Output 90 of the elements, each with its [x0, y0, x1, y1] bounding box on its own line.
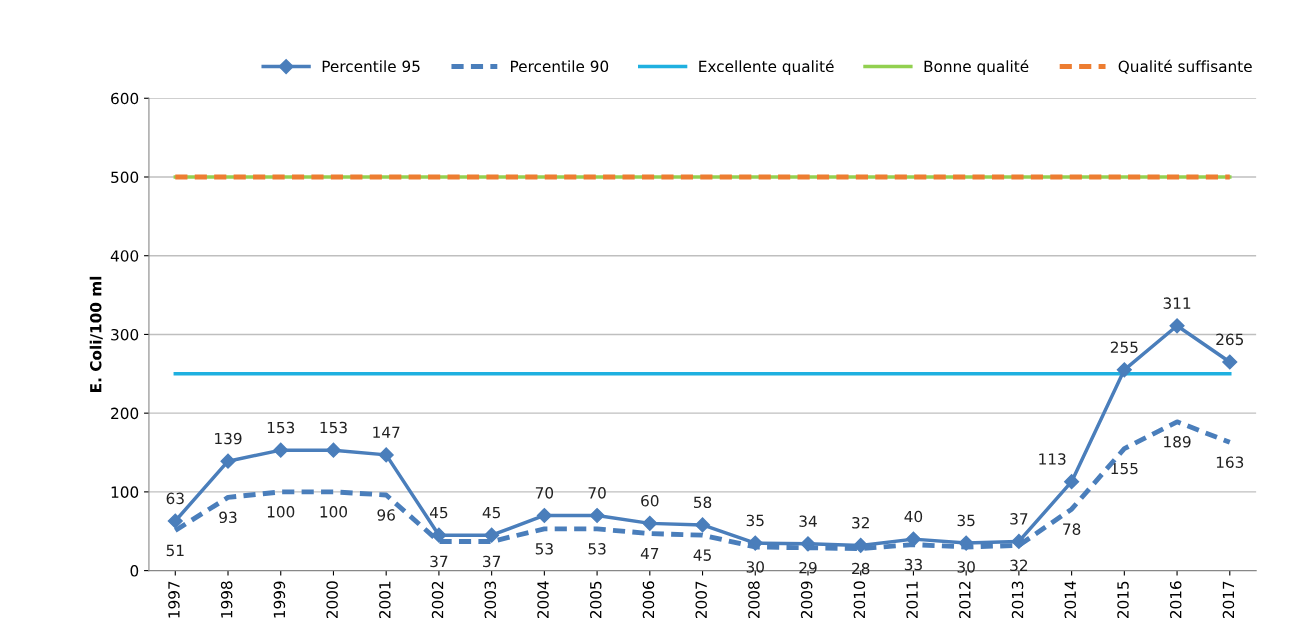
data-label: 47 [640, 547, 659, 560]
legend-label: Percentile 95 [322, 60, 420, 73]
x-tick-label: 2016 [1169, 581, 1182, 619]
data-label: 37 [1010, 513, 1028, 525]
data-label: 147 [373, 426, 400, 438]
x-tick-label: 2015 [1117, 581, 1129, 619]
x-tick-label: 1998 [220, 581, 233, 618]
data-label: 30 [746, 561, 764, 573]
y-tick-label: 0 [130, 565, 139, 577]
data-label: 63 [166, 492, 184, 505]
point [167, 513, 183, 529]
point [1116, 362, 1132, 378]
data-label: 189 [1164, 435, 1191, 448]
data-label: 93 [219, 511, 237, 524]
data-label: 153 [320, 421, 347, 434]
y-tick-label: 600 [111, 92, 139, 105]
data-label: 34 [799, 515, 817, 527]
point [273, 442, 289, 458]
point [536, 507, 552, 524]
data-label: 53 [588, 543, 606, 555]
y-tick-label: 300 [111, 328, 139, 341]
x-tick-label: 2000 [326, 581, 338, 619]
point [378, 447, 394, 463]
data-label: 70 [535, 487, 554, 499]
x-tick-label: 2010 [853, 581, 866, 619]
data-label: 60 [641, 494, 659, 507]
legend-label: Excellente qualité [699, 59, 834, 76]
point [1222, 354, 1238, 370]
data-label: 155 [1111, 462, 1138, 475]
point [642, 515, 658, 531]
data-label: 30 [957, 561, 975, 573]
data-label: 35 [957, 514, 975, 527]
x-tick-label: 2009 [800, 581, 813, 619]
y-tick-label: 200 [111, 407, 139, 420]
point [220, 453, 236, 469]
y-axis-title: E. Coli/100 ml [89, 276, 103, 392]
x-tick-label: 2005 [589, 581, 602, 619]
point [484, 527, 500, 543]
data-label: 78 [1063, 523, 1081, 535]
data-label: 35 [746, 514, 764, 527]
data-label: 32 [852, 517, 869, 529]
data-label: 163 [1216, 456, 1244, 468]
legend-label: Percentile 90 [511, 60, 609, 73]
data-label: 100 [267, 506, 295, 518]
data-label: 113 [1039, 453, 1066, 465]
data-label: 32 [1010, 559, 1028, 572]
data-label: 53 [535, 543, 553, 555]
x-tick-label: 2004 [537, 581, 549, 619]
data-label: 28 [852, 562, 870, 575]
point [325, 442, 342, 458]
x-tick-label: 1999 [273, 581, 286, 618]
legend-label: Qualité suffisante [1118, 59, 1252, 74]
data-label: 29 [799, 561, 817, 574]
data-label: 255 [1110, 341, 1138, 354]
data-label: 37 [483, 555, 501, 568]
x-tick-label: 2008 [748, 581, 760, 619]
data-label: 96 [377, 509, 395, 521]
x-tick-label: 2012 [959, 581, 971, 619]
data-label: 153 [267, 421, 295, 434]
data-label: 45 [482, 506, 501, 519]
legend-label: Bonne qualité [924, 59, 1029, 76]
data-label: 45 [693, 549, 711, 561]
x-tick-label: 2001 [379, 581, 391, 619]
data-label: 40 [904, 510, 923, 523]
data-label: 70 [588, 487, 606, 499]
x-tick-label: 1997 [168, 581, 180, 618]
y-tick-label: 100 [111, 486, 139, 498]
x-tick-label: 2011 [906, 581, 918, 619]
data-label: 45 [429, 506, 448, 519]
x-tick-label: 2007 [695, 581, 707, 619]
point [1064, 474, 1080, 490]
point [1169, 318, 1185, 334]
data-label: 51 [166, 544, 184, 557]
point [589, 507, 605, 524]
y-tick-label: 400 [110, 250, 139, 262]
x-tick-label: 2006 [642, 581, 655, 619]
x-tick-label: 2013 [1011, 581, 1024, 619]
data-label: 265 [1216, 333, 1244, 346]
data-label: 100 [320, 506, 348, 518]
y-tick-label: 500 [111, 171, 139, 184]
x-tick-label: 2014 [1064, 581, 1077, 619]
data-label: 311 [1163, 297, 1191, 309]
x-tick-label: 2003 [484, 581, 497, 619]
x-tick-label: 2002 [431, 581, 444, 619]
data-label: 37 [430, 555, 448, 568]
data-label: 139 [215, 432, 242, 445]
data-label: 33 [904, 558, 922, 571]
x-tick-label: 2017 [1222, 581, 1235, 619]
data-label: 58 [694, 496, 712, 509]
point [694, 517, 711, 533]
